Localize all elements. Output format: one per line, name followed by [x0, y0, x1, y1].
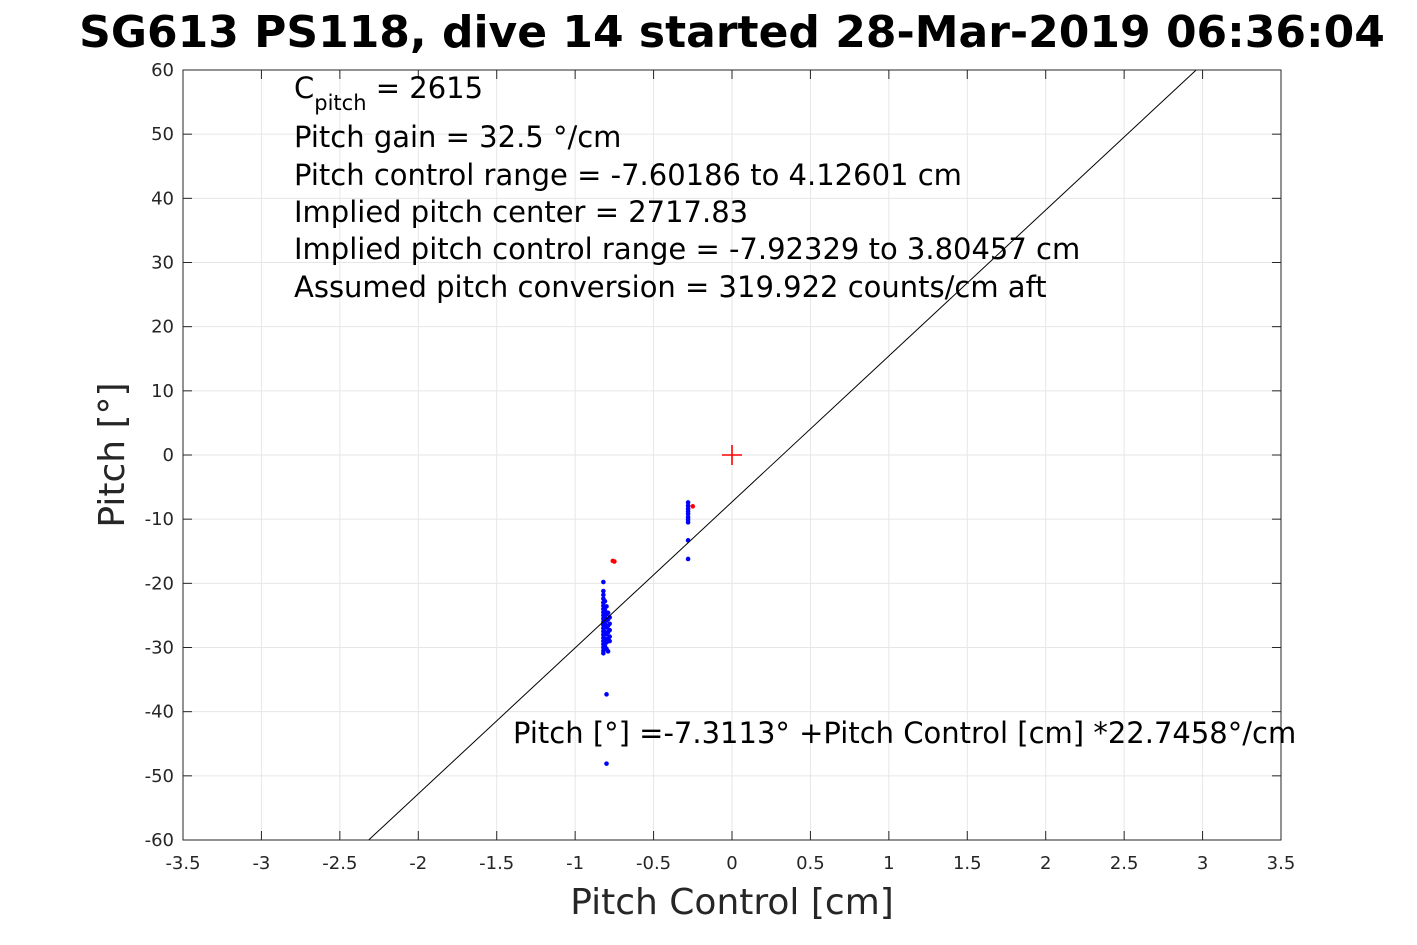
x-tick-label: 3	[1197, 853, 1208, 874]
data-point	[685, 500, 691, 505]
x-tick-label: 1	[883, 853, 894, 874]
x-tick-label: -0.5	[636, 853, 671, 874]
data-point	[605, 649, 611, 654]
series-flagged	[610, 504, 696, 564]
x-tick-label: 3.5	[1267, 853, 1296, 874]
x-axis-label: Pitch Control [cm]	[570, 882, 894, 923]
x-tick-label: -1.5	[479, 853, 514, 874]
data-point	[690, 504, 696, 509]
y-ticks: -60 -50 -40 -30 -20 -10 0 10 20 30 40 50 60	[145, 60, 1281, 851]
data-point	[607, 634, 612, 639]
data-point	[685, 556, 691, 562]
data-point	[685, 511, 691, 517]
data-point	[607, 638, 612, 644]
conversion-annotation: Assumed pitch conversion = 319.922 count…	[294, 270, 1047, 304]
fit-line	[368, 69, 1197, 841]
x-tick-label: -1	[566, 853, 584, 874]
data-point	[607, 621, 612, 627]
x-tick-label: 2	[1040, 853, 1051, 874]
data-point	[685, 520, 691, 525]
pitch-gain-annotation: Pitch gain = 32.5 °/cm	[294, 120, 621, 154]
data-point	[601, 588, 606, 594]
control-range-annotation: Pitch control range = -7.60186 to 4.1260…	[294, 158, 962, 192]
y-tick-label: 40	[151, 188, 174, 209]
data-point	[601, 579, 606, 585]
c-pitch-annotation: Cpitch = 2615	[294, 71, 483, 115]
fit-equation-annotation: Pitch [°] =-7.3113° +Pitch Control [cm] …	[513, 716, 1296, 750]
data-point	[602, 607, 608, 613]
implied-center-annotation: Implied pitch center = 2717.83	[294, 195, 748, 229]
y-tick-label: -50	[145, 766, 174, 787]
implied-range-annotation: Implied pitch control range = -7.92329 t…	[294, 232, 1080, 266]
y-tick-label: 50	[151, 124, 174, 145]
data-point	[685, 503, 691, 508]
data-point	[602, 599, 608, 604]
y-tick-label: 20	[151, 317, 174, 338]
data-points	[601, 500, 696, 766]
c-pitch-main: C	[294, 71, 314, 105]
x-tick-label: 2.5	[1110, 853, 1139, 874]
data-point	[612, 559, 617, 564]
y-tick-label: 60	[151, 60, 174, 81]
x-tick-label: -2	[409, 853, 427, 874]
x-tick-label: 0.5	[796, 853, 825, 874]
data-point	[604, 761, 609, 766]
data-point	[604, 604, 609, 609]
chart-title: SG613 PS118, dive 14 started 28-Mar-2019…	[79, 7, 1385, 58]
y-tick-label: -30	[145, 638, 174, 659]
x-tick-label: -3.5	[165, 853, 200, 874]
y-axis-label: Pitch [°]	[92, 382, 133, 527]
data-point	[605, 610, 611, 616]
x-tick-label: 1.5	[953, 853, 982, 874]
x-tick-label: 0	[726, 853, 737, 874]
y-tick-label: -20	[145, 573, 174, 594]
y-tick-label: -10	[145, 509, 174, 530]
data-point	[604, 692, 609, 697]
y-tick-label: -40	[145, 702, 174, 723]
y-tick-label: 0	[163, 445, 174, 466]
series-good	[601, 500, 691, 766]
y-tick-label: -60	[145, 830, 174, 851]
data-point	[601, 592, 606, 598]
x-ticks: -3.5 -3 -2.5 -2 -1.5 -1 -0.5 0 0.5 1 1.5 2 2.5 3 3.5	[165, 70, 1295, 874]
y-tick-label: 30	[151, 253, 174, 274]
pitch-center-marker	[722, 445, 742, 465]
x-tick-label: -2.5	[322, 853, 357, 874]
data-point	[607, 627, 612, 633]
c-pitch-value: = 2615	[367, 71, 484, 105]
x-tick-label: -3	[252, 853, 270, 874]
y-tick-label: 10	[151, 381, 174, 402]
c-pitch-subscript: pitch	[314, 91, 366, 115]
data-point	[601, 650, 606, 656]
